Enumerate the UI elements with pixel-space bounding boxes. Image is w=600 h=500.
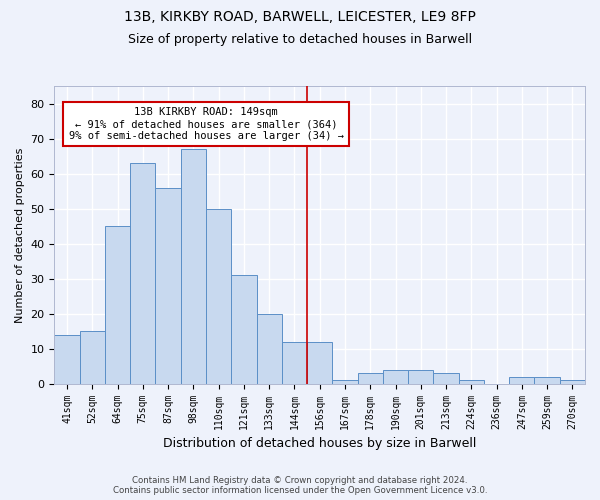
Bar bbox=[509, 376, 535, 384]
Bar bbox=[307, 342, 332, 384]
Bar bbox=[535, 376, 560, 384]
Bar bbox=[130, 164, 155, 384]
Bar bbox=[257, 314, 282, 384]
Bar bbox=[383, 370, 408, 384]
Text: Size of property relative to detached houses in Barwell: Size of property relative to detached ho… bbox=[128, 32, 472, 46]
Text: 13B KIRKBY ROAD: 149sqm
← 91% of detached houses are smaller (364)
9% of semi-de: 13B KIRKBY ROAD: 149sqm ← 91% of detache… bbox=[68, 108, 344, 140]
Bar bbox=[80, 331, 105, 384]
Bar bbox=[458, 380, 484, 384]
Bar bbox=[105, 226, 130, 384]
Bar bbox=[332, 380, 358, 384]
Text: Contains HM Land Registry data © Crown copyright and database right 2024.
Contai: Contains HM Land Registry data © Crown c… bbox=[113, 476, 487, 495]
Bar bbox=[433, 373, 458, 384]
Bar bbox=[560, 380, 585, 384]
Bar bbox=[206, 209, 231, 384]
X-axis label: Distribution of detached houses by size in Barwell: Distribution of detached houses by size … bbox=[163, 437, 476, 450]
Bar bbox=[181, 150, 206, 384]
Bar bbox=[358, 373, 383, 384]
Text: 13B, KIRKBY ROAD, BARWELL, LEICESTER, LE9 8FP: 13B, KIRKBY ROAD, BARWELL, LEICESTER, LE… bbox=[124, 10, 476, 24]
Bar bbox=[155, 188, 181, 384]
Bar bbox=[55, 334, 80, 384]
Bar bbox=[408, 370, 433, 384]
Y-axis label: Number of detached properties: Number of detached properties bbox=[15, 148, 25, 323]
Bar bbox=[231, 276, 257, 384]
Bar bbox=[282, 342, 307, 384]
